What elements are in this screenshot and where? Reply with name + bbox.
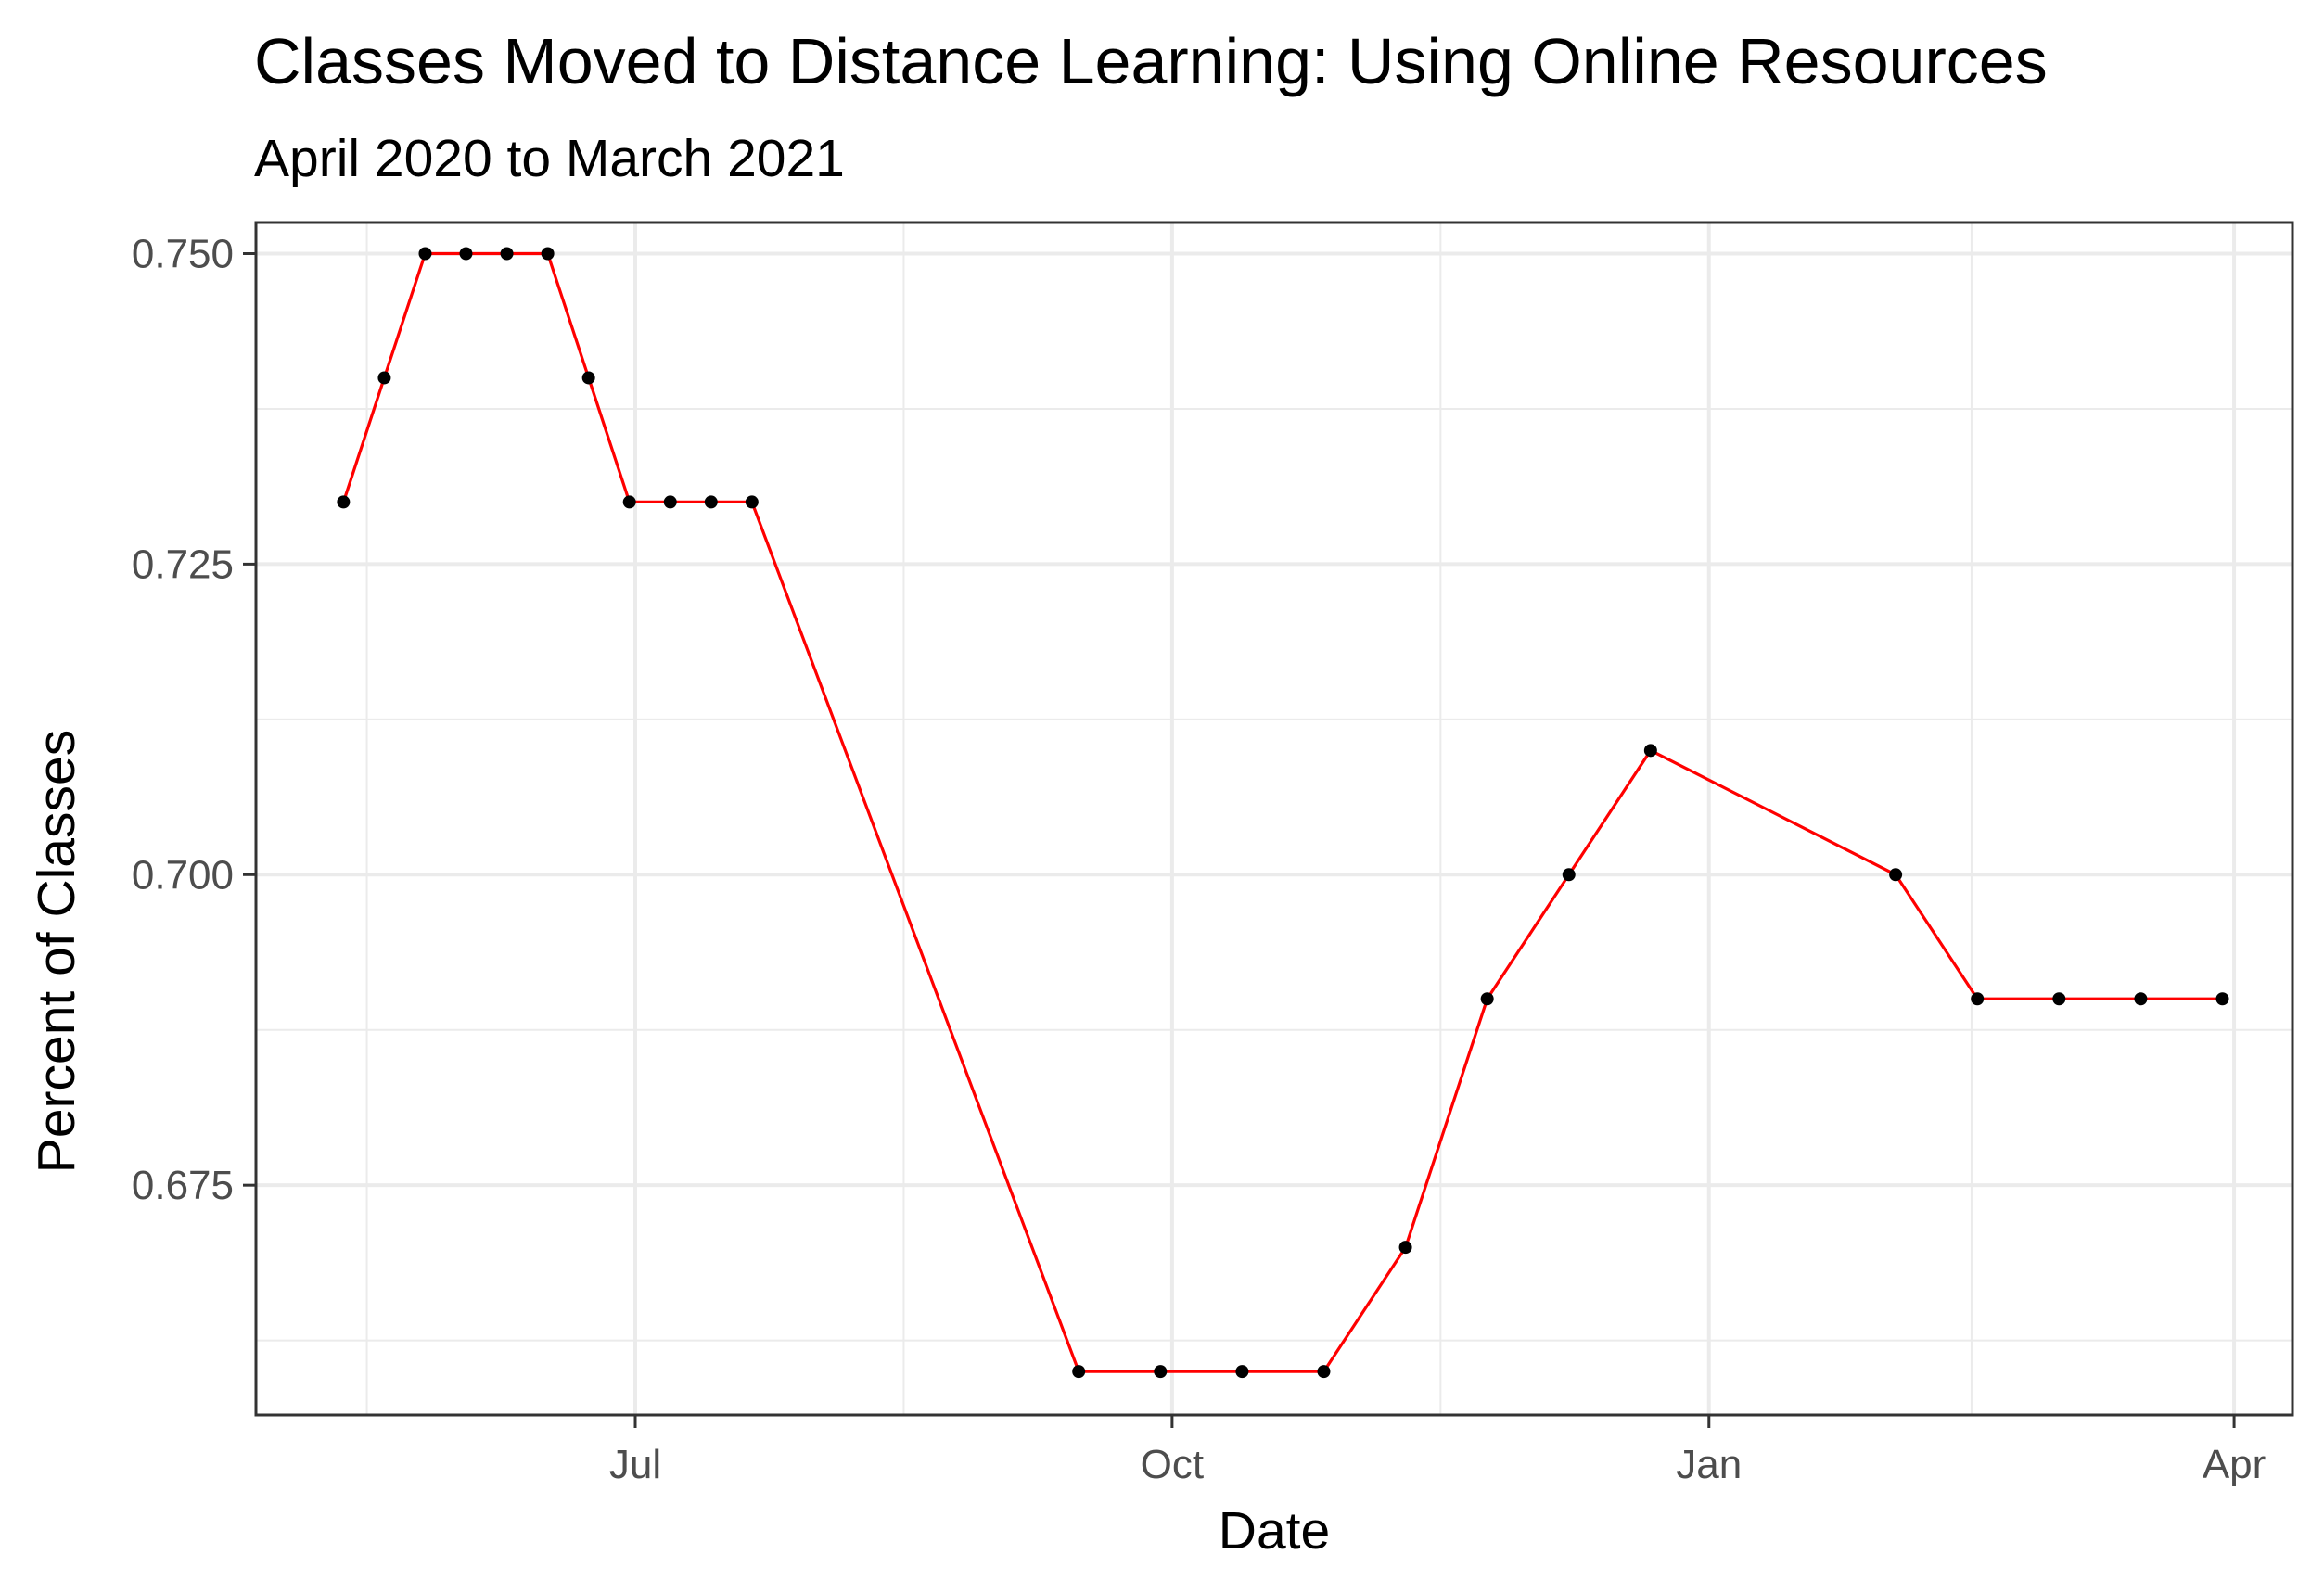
data-point — [541, 247, 555, 261]
data-point — [1398, 1241, 1412, 1255]
data-point — [1971, 992, 1985, 1006]
data-point — [581, 371, 595, 385]
data-point — [377, 371, 391, 385]
x-tick-label: Apr — [2203, 1442, 2266, 1487]
data-point — [1643, 744, 1657, 758]
y-tick-label: 0.725 — [132, 542, 234, 587]
chart-subtitle: April 2020 to March 2021 — [254, 129, 845, 188]
data-point — [2052, 992, 2066, 1006]
data-point — [622, 495, 636, 509]
data-point — [704, 495, 718, 509]
grid-lines — [256, 223, 2292, 1415]
x-axis-title: Date — [1219, 1501, 1330, 1561]
chart-title: Classes Moved to Distance Learning: Usin… — [254, 25, 2048, 97]
data-point — [1317, 1365, 1331, 1379]
y-tick-label: 0.700 — [132, 852, 234, 898]
data-point — [337, 495, 351, 509]
data-point — [663, 495, 677, 509]
y-tick-label: 0.675 — [132, 1163, 234, 1208]
data-point — [1562, 868, 1576, 882]
x-tick-label: Oct — [1141, 1442, 1204, 1487]
data-point — [1480, 992, 1494, 1006]
y-tick-label: 0.750 — [132, 231, 234, 276]
x-tick-label: Jul — [609, 1442, 661, 1487]
data-point — [2134, 992, 2148, 1006]
data-point — [1235, 1365, 1249, 1379]
data-point — [500, 247, 514, 261]
data-point — [459, 247, 473, 261]
data-point — [1154, 1365, 1168, 1379]
y-axis-title: Percent of Classes — [27, 730, 86, 1173]
data-point — [745, 495, 759, 509]
axes: 0.675 0.700 0.725 0.750 Jul Oct Jan Apr — [132, 231, 2266, 1487]
panel-border — [254, 221, 2294, 1417]
data-point — [1889, 868, 1903, 882]
data-point — [2215, 992, 2229, 1006]
x-tick-label: Jan — [1676, 1442, 1742, 1487]
series-line — [341, 251, 2223, 1373]
data-point — [418, 247, 432, 261]
series-layer — [337, 247, 2229, 1379]
data-point — [1072, 1365, 1086, 1379]
